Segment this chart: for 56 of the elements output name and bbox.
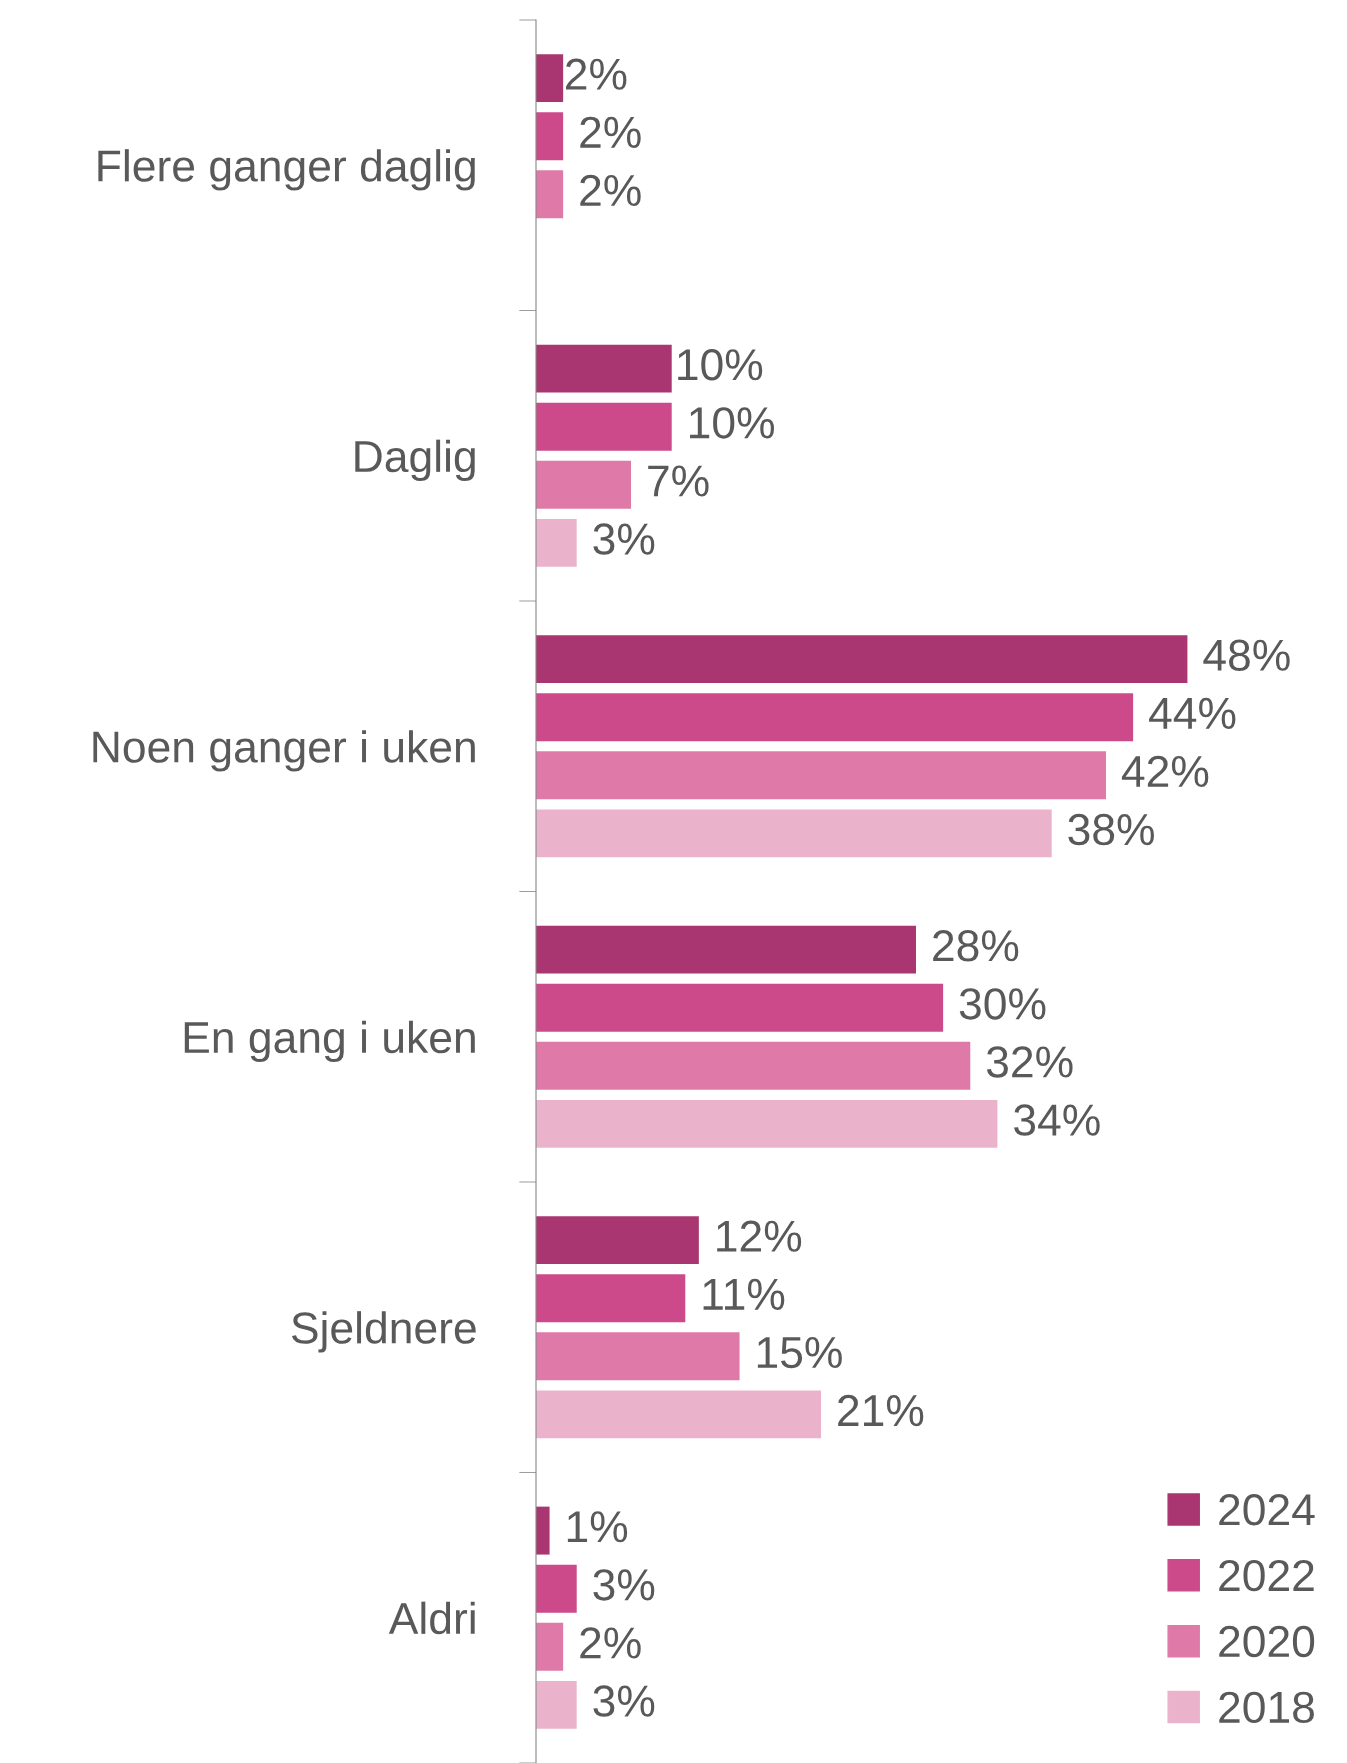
y-tick-label: Daglig [355,439,475,482]
bar [536,112,564,161]
bar [536,460,631,509]
data-label: 48% [1203,639,1290,672]
bar [536,1564,577,1613]
data-label: 34% [1014,1104,1100,1136]
data-label: 3% [593,523,655,555]
data-label: 28% [933,930,1019,962]
bar [536,518,577,567]
data-label: 15% [757,1336,842,1369]
bar [536,983,944,1032]
bar [536,344,672,393]
bar [536,1680,577,1729]
bar [536,1216,699,1265]
data-label: 12% [717,1220,802,1252]
bar [536,1622,564,1671]
y-tick-label: En gang i uken [184,1020,475,1063]
bar [536,402,672,451]
data-label: 2% [566,58,627,90]
data-label: 3% [593,1685,655,1717]
data-label: 7% [648,465,709,497]
data-label: 30% [959,988,1046,1020]
bar [536,751,1106,800]
data-label: 44% [1149,697,1236,729]
bar [536,1274,686,1323]
data-label: 38% [1068,813,1154,846]
bar [536,1041,971,1090]
data-label: 1% [567,1511,628,1543]
bar [536,1506,550,1555]
bar [536,925,916,974]
legend-label: 2020 [1219,1625,1315,1658]
legend-label: 2022 [1219,1559,1314,1592]
data-label: 2% [580,1627,641,1659]
data-label: 10% [678,349,763,381]
data-label: 32% [986,1046,1073,1078]
data-label: 3% [593,1569,655,1601]
y-tick-label: Aldri [388,1601,475,1635]
data-label: 42% [1121,755,1209,788]
bar [536,1390,821,1439]
y-tick-label: Noen ganger i uken [93,730,475,772]
legend-label: 2024 [1219,1494,1315,1526]
bar [536,635,1188,684]
y-tick-label: Sjeldnere [291,1311,476,1353]
data-label: 21% [838,1394,924,1427]
data-label: 2% [580,174,641,207]
bar [536,54,564,103]
y-tick-label: Flere ganger daglig [98,149,475,191]
bar [536,1099,998,1148]
bar [536,809,1052,858]
data-label: 2% [580,116,641,148]
data-label: 10% [690,407,775,439]
legend-label: 2018 [1219,1691,1314,1724]
bar [536,1332,740,1381]
data-label: 11% [703,1278,785,1310]
bar [536,693,1134,742]
bar [536,170,564,219]
